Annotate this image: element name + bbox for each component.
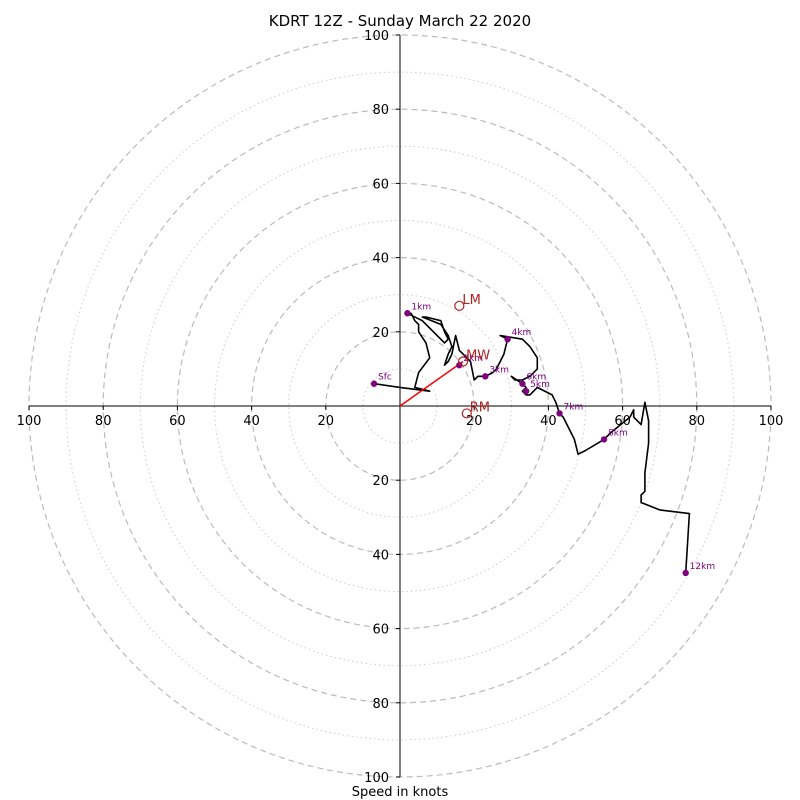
y-tick-label: 40: [372, 252, 389, 267]
y-tick-label: 20: [372, 326, 389, 341]
height-marker-label: 2km: [463, 354, 483, 364]
x-tick-label: 60: [614, 414, 631, 429]
x-tick-label: 100: [759, 414, 784, 429]
x-tick-label: 20: [318, 414, 335, 429]
y-tick-label: 80: [372, 103, 389, 118]
storm-motion-point: [457, 356, 469, 367]
height-marker-label: 5km: [530, 380, 550, 390]
height-marker-point: [682, 569, 689, 577]
shear-vector: [399, 360, 464, 407]
height-marker-label: 3km: [489, 365, 509, 375]
x-tick-label: 20: [466, 414, 483, 429]
height-marker-point: [556, 410, 563, 417]
height-marker-label: Sfc: [378, 373, 392, 383]
x-tick-label: 40: [243, 414, 260, 429]
chart-title: KDRT 12Z - Sunday March 22 2020: [269, 12, 531, 30]
x-tick-label: 60: [169, 414, 186, 429]
height-marker-label: 12km: [690, 562, 715, 572]
height-marker-label: 1km: [411, 302, 431, 312]
hodograph-trace: [373, 312, 691, 574]
hodograph-trace-group: [373, 312, 691, 574]
height-marker-point: [522, 387, 530, 395]
y-tick-label: 100: [364, 771, 389, 786]
x-tick-label: 40: [540, 414, 557, 429]
shear-vector-group: [399, 360, 464, 407]
height-marker-point: [504, 336, 511, 343]
storm-motion-point: [461, 408, 472, 419]
y-tick-label: 60: [372, 177, 389, 192]
y-tick-label: 100: [364, 29, 389, 44]
x-tick-label: 80: [689, 414, 706, 429]
y-tick-label: 60: [372, 623, 389, 638]
storm-motion-label: RM: [470, 400, 490, 415]
height-marker-label: 6km: [526, 373, 546, 383]
x-tick-label: 100: [17, 414, 42, 429]
height-marker-point: [404, 310, 411, 317]
tick-labels: 100 100 80 80 60 60 40 40 20 20 20 20 40 40 60 60 80 80 10…: [17, 29, 784, 786]
storm-motion-markers: LM MW RM: [454, 293, 490, 419]
height-marker-label: 7km: [564, 402, 584, 412]
height-marker-point: [482, 373, 489, 380]
height-marker-label: 8km: [608, 428, 628, 438]
y-tick-label: 40: [372, 548, 389, 563]
height-marker-point: [600, 436, 608, 443]
x-axis-label: Speed in knots: [352, 785, 449, 800]
storm-motion-point: [454, 300, 465, 311]
storm-motion-label: LM: [462, 293, 480, 308]
y-tick-label: 20: [372, 474, 389, 489]
x-tick-label: 80: [95, 414, 112, 429]
storm-motion-label: MW: [466, 348, 490, 363]
height-marker-point: [370, 380, 378, 387]
height-marker-label: 4km: [512, 328, 532, 338]
height-marker-point: [456, 361, 463, 369]
y-tick-label: 80: [372, 697, 389, 712]
height-marker-point: [519, 380, 526, 387]
